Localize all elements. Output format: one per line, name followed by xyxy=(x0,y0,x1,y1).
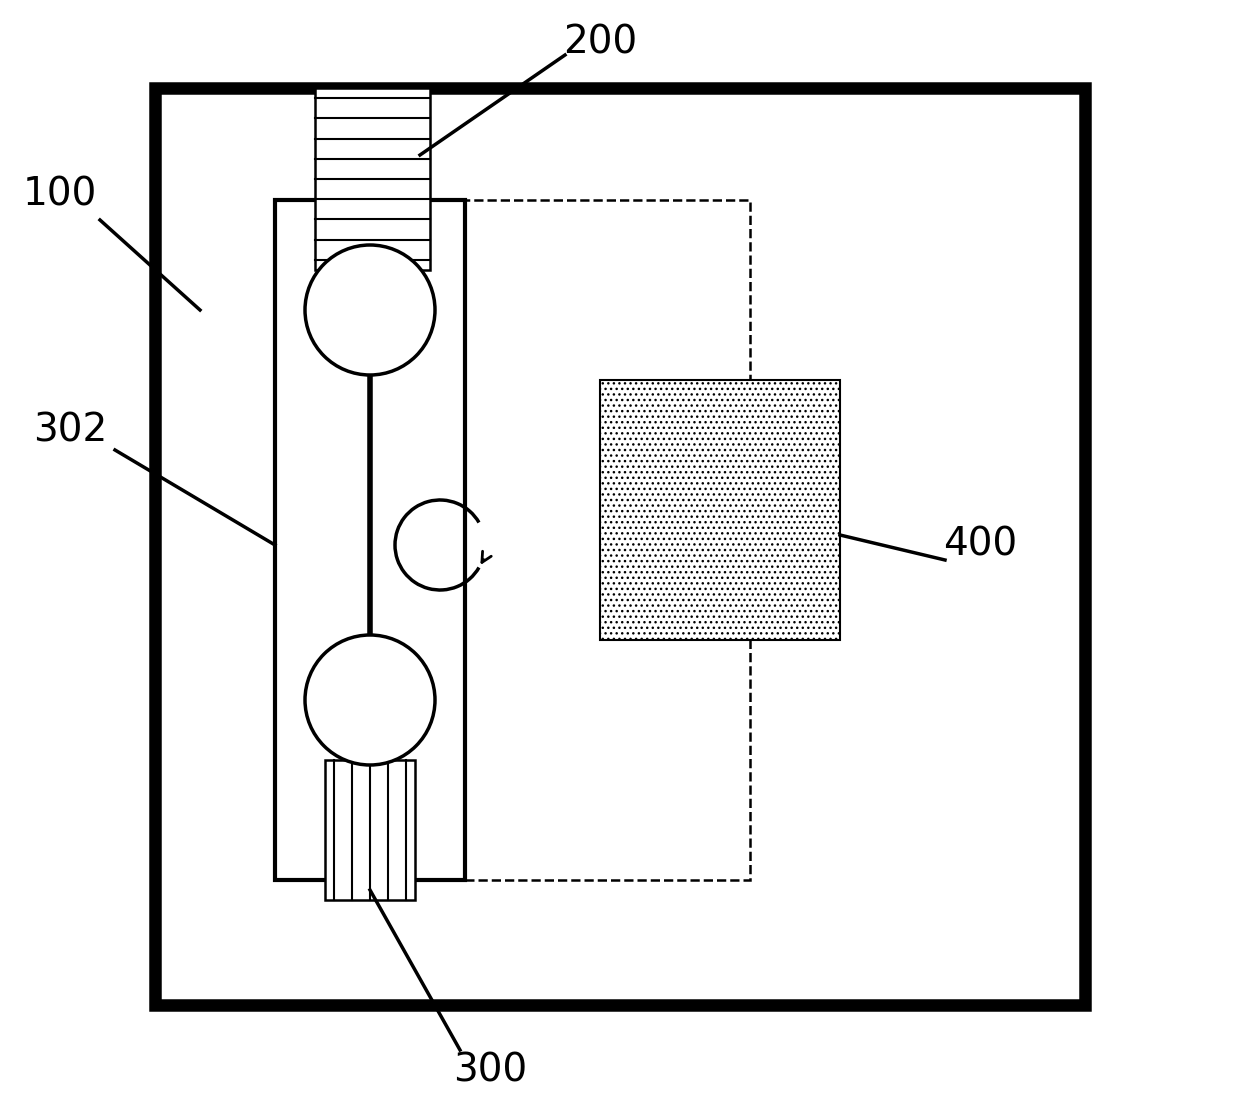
Text: 400: 400 xyxy=(942,526,1017,563)
Text: 200: 200 xyxy=(563,23,637,61)
Bar xyxy=(275,200,465,880)
Bar xyxy=(600,380,839,640)
Text: 100: 100 xyxy=(22,176,97,214)
Circle shape xyxy=(305,635,435,765)
Bar xyxy=(275,200,750,880)
Bar xyxy=(325,761,415,900)
Circle shape xyxy=(305,245,435,375)
Bar xyxy=(155,87,1085,1005)
Text: 302: 302 xyxy=(33,411,107,449)
Text: 300: 300 xyxy=(453,1051,527,1089)
Bar xyxy=(315,87,430,270)
